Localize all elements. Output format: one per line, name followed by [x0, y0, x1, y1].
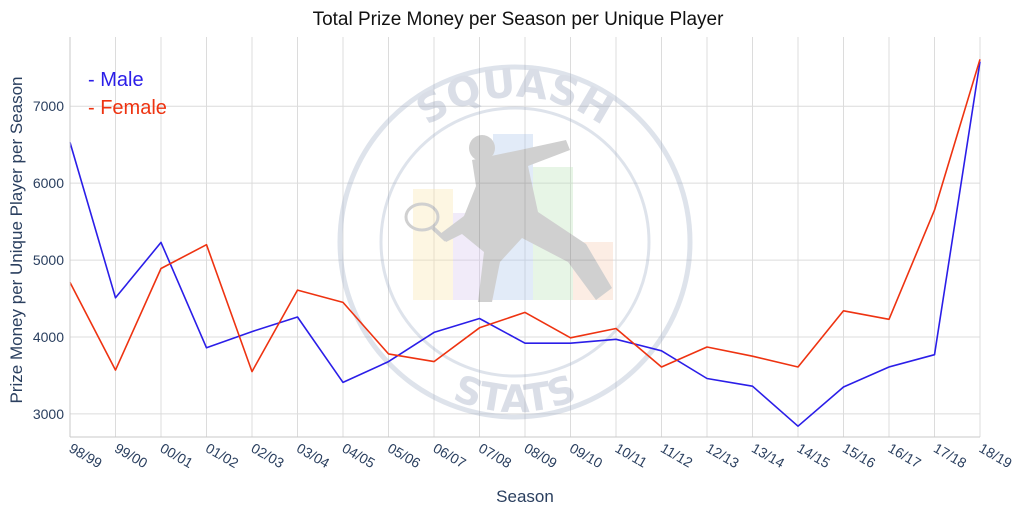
- series-lines: [69, 59, 981, 428]
- watermark-bar-yellow: [413, 189, 453, 300]
- y-tick-labels: 3000 4000 5000 6000 7000: [33, 98, 64, 422]
- x-tick-label: 12/13: [704, 440, 743, 471]
- y-tick-label: 7000: [33, 98, 64, 114]
- y-tick-label: 6000: [33, 175, 64, 191]
- watermark-inner-ring: [379, 106, 651, 378]
- x-tick-label: 00/01: [158, 440, 197, 471]
- y-tick-label: 3000: [33, 406, 64, 422]
- grid: [69, 37, 981, 437]
- x-tick-label: 10/11: [613, 440, 651, 471]
- x-tick-label: 09/10: [567, 440, 606, 471]
- watermark-bar-blue: [493, 134, 533, 300]
- x-tick-label: 04/05: [340, 440, 379, 471]
- x-tick-label: 98/99: [67, 440, 106, 471]
- x-tick-label: 08/09: [522, 440, 561, 471]
- x-tick-label: 16/17: [886, 440, 925, 471]
- watermark-bar-orange: [573, 242, 613, 300]
- legend-item-male[interactable]: - Male: [88, 69, 144, 91]
- x-tick-labels: 98/99 99/00 00/01 01/02 02/03 03/04 04/05 05/06…: [67, 440, 1016, 471]
- x-tick-label: 11/12: [658, 440, 696, 471]
- x-tick-label: 06/07: [431, 440, 470, 471]
- chart-title: Total Prize Money per Season per Unique …: [313, 9, 725, 30]
- x-tick-label: 02/03: [249, 440, 288, 471]
- x-tick-label: 03/04: [294, 440, 333, 471]
- x-tick-label: 15/16: [840, 440, 879, 471]
- y-tick-label: 4000: [33, 329, 64, 345]
- series-line-female[interactable]: [69, 59, 981, 373]
- y-tick-label: 5000: [33, 252, 64, 268]
- x-tick-label: 07/08: [476, 440, 515, 471]
- x-tick-label: 01/02: [203, 440, 242, 471]
- x-tick-label: 14/15: [795, 440, 834, 471]
- legend-item-female[interactable]: - Female: [88, 97, 167, 119]
- squash-player-icon: [404, 135, 612, 302]
- legend: - Male - Female: [88, 69, 167, 119]
- watermark-bar-purple: [453, 213, 493, 300]
- x-tick-label: 05/06: [385, 440, 424, 471]
- x-tick-label: 13/14: [749, 440, 788, 471]
- series-line-male[interactable]: [69, 61, 981, 428]
- watermark-bar-green: [533, 167, 573, 300]
- x-tick-label: 99/00: [112, 440, 151, 471]
- x-axis-title: Season: [496, 487, 554, 506]
- x-tick-label: 17/18: [931, 440, 970, 471]
- x-tick-label: 18/19: [977, 440, 1016, 471]
- y-axis-title: Prize Money per Unique Player per Season: [7, 77, 26, 404]
- watermark-outer-ring: [337, 64, 693, 420]
